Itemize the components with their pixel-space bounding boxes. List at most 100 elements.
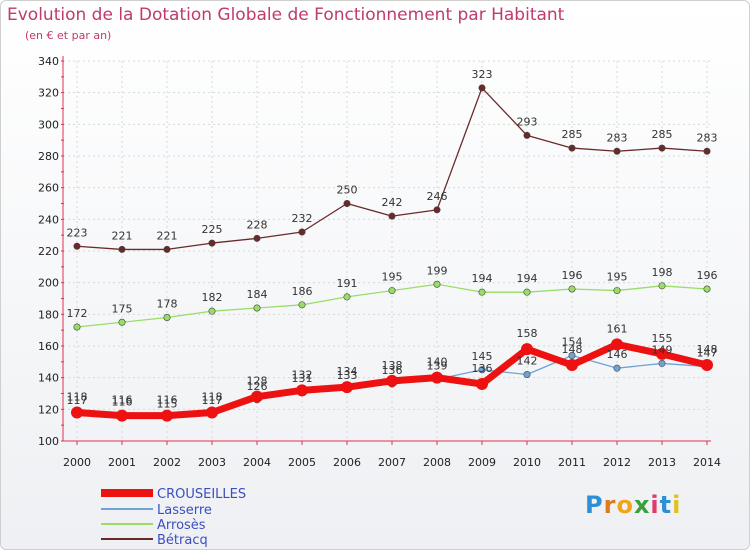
data-label: 194 [472,272,493,285]
data-point [343,293,351,301]
data-point [568,351,576,359]
x-tick-label: 2010 [513,456,541,469]
data-point [298,228,306,236]
data-label: 228 [247,218,268,231]
data-label: 178 [157,298,178,311]
x-tick-label: 2002 [153,456,181,469]
x-tick-label: 2007 [378,456,406,469]
data-label: 198 [652,266,673,279]
data-point [431,371,443,384]
data-label: 196 [697,269,718,282]
data-label: 196 [562,269,583,282]
data-point [701,359,713,371]
data-point [343,200,351,208]
data-label: 158 [517,327,538,340]
legend-entry: Arrosès [157,518,206,533]
data-point [611,338,623,351]
data-label: 199 [427,264,448,277]
y-tick-label: 180 [38,308,59,321]
data-label: 145 [472,350,493,363]
y-tick-label: 260 [38,182,59,195]
data-point [253,234,261,242]
data-label: 131 [292,372,313,385]
data-point [658,282,666,290]
data-point [523,288,531,296]
data-label: 186 [292,285,313,298]
y-tick-label: 120 [38,403,59,416]
data-label: 172 [67,307,88,320]
x-tick-label: 2003 [198,456,226,469]
data-label: 232 [292,212,313,225]
data-label: 242 [382,196,403,209]
x-tick-label: 2001 [108,456,136,469]
data-point [298,301,306,309]
y-tick-label: 300 [38,118,59,131]
data-label: 140 [427,356,448,369]
data-point [388,212,396,220]
data-label: 148 [562,343,583,356]
data-label: 323 [472,68,493,81]
data-label: 147 [697,347,718,360]
data-point [71,406,83,419]
data-point [613,287,621,295]
data-label: 117 [67,394,88,407]
y-tick-label: 200 [38,277,59,290]
y-tick-label: 140 [38,372,59,385]
legend-entry: Lasserre [157,503,212,518]
y-tick-label: 280 [38,150,59,163]
y-tick-label: 100 [38,435,59,448]
data-point [433,280,441,288]
data-label: 155 [652,332,673,345]
x-tick-label: 2009 [468,456,496,469]
data-label: 283 [607,131,628,144]
data-label: 138 [382,359,403,372]
data-point [656,347,668,360]
data-point [163,245,171,253]
data-point [613,364,621,372]
data-label: 285 [652,128,673,141]
data-point [73,242,81,250]
data-point [206,406,218,419]
data-point [386,374,398,387]
data-point [566,359,578,371]
data-label: 148 [697,343,718,356]
data-point [703,285,711,293]
data-point [568,144,576,152]
data-point [658,144,666,152]
data-point [253,304,261,312]
data-label: 142 [517,355,538,368]
data-label: 146 [607,348,628,361]
data-point [116,409,128,422]
data-label: 194 [517,272,538,285]
data-point [296,384,308,397]
legend-entry: CROUSEILLES [157,487,246,502]
data-label: 221 [157,229,178,242]
x-tick-label: 2004 [243,456,271,469]
x-tick-label: 2014 [693,456,721,469]
data-label: 191 [337,277,358,290]
chart-subtitle: (en € et par an) [25,29,112,42]
data-point [703,147,711,155]
data-point [251,390,263,403]
x-tick-label: 2000 [63,456,91,469]
data-label: 246 [427,190,448,203]
x-tick-label: 2008 [423,456,451,469]
chart-title: Evolution de la Dotation Globale de Fonc… [7,5,565,25]
data-label: 149 [652,343,673,356]
data-point [478,288,486,296]
data-label: 126 [247,380,268,393]
data-label: 250 [337,184,358,197]
data-label: 182 [202,291,223,304]
data-label: 116 [112,396,133,409]
data-point [658,359,666,367]
y-tick-label: 320 [38,87,59,100]
data-point [341,381,353,394]
data-label: 134 [337,365,358,378]
data-label: 184 [247,288,268,301]
data-point [476,378,488,390]
data-label: 223 [67,226,88,239]
data-point [433,206,441,214]
data-label: 116 [157,394,178,407]
data-point [521,343,533,356]
